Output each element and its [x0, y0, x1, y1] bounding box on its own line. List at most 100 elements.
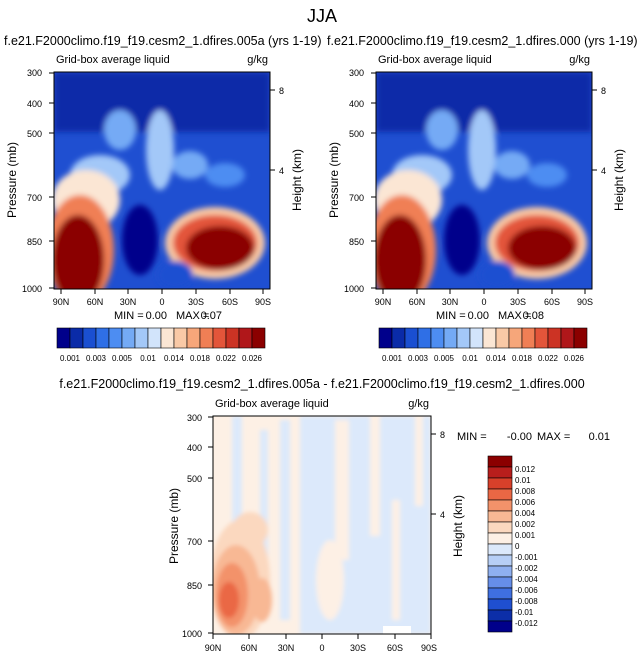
colorbar-swatch: [487, 488, 513, 501]
panel-3-colorbar: [487, 455, 513, 633]
panel-3-max-label: MAX =: [537, 431, 570, 443]
colorbar-swatch: [487, 455, 513, 468]
colorbar-label: -0.006: [515, 586, 538, 595]
panel-1-max-value: 0.07: [201, 310, 222, 322]
x-tick-label: 90S: [255, 297, 271, 307]
y-tick-label: 700: [349, 193, 364, 203]
colorbar-label: 0.005: [112, 354, 133, 363]
colorbar-swatch: [495, 327, 510, 349]
colorbar-swatch: [487, 598, 513, 611]
colorbar-swatch: [547, 327, 562, 349]
colorbar-label: 0: [515, 542, 520, 551]
panel-3-colorbar-labels: 0.012 0.01 0.008 0.006 0.004 0.002 0.001…: [515, 465, 538, 628]
x-tick-label: 90N: [375, 297, 392, 307]
x-tick-label: 0: [481, 297, 486, 307]
x-tick-label: 90N: [53, 297, 70, 307]
colorbar-swatch: [378, 327, 393, 349]
y-tick-label: 300: [187, 413, 202, 423]
colorbar-label: 0.01: [462, 354, 478, 363]
x-tick-label: 30N: [120, 297, 137, 307]
colorbar-swatch: [391, 327, 406, 349]
colorbar-swatch: [69, 327, 84, 349]
panel-2-min-label: MIN =: [436, 310, 466, 322]
colorbar-label: 0.018: [190, 354, 211, 363]
x-tick-label: 30S: [510, 297, 526, 307]
panel-1-units: g/kg: [247, 54, 268, 66]
colorbar-swatch: [147, 327, 162, 349]
x-tick-label: 60S: [387, 643, 403, 653]
colorbar-swatch: [508, 327, 523, 349]
colorbar-swatch: [56, 327, 71, 349]
colorbar-swatch: [251, 327, 266, 349]
x-tick-label: 0: [159, 297, 164, 307]
colorbar-label: 0.022: [538, 354, 559, 363]
colorbar-swatch: [487, 554, 513, 567]
page-title: JJA: [307, 6, 337, 26]
panel-2-y-ticks: 300 400 500 700 850 1000: [344, 68, 364, 294]
colorbar-swatch: [534, 327, 549, 349]
y-right-tick-label: 8: [440, 430, 445, 440]
panel-3-x-ticks: 90N 60N 30N 0 30S 60S 90S: [205, 643, 437, 653]
x-tick-label: 60S: [544, 297, 560, 307]
colorbar-label: 0.003: [86, 354, 107, 363]
panel-3-min-label: MIN =: [457, 431, 487, 443]
y-right-tick-label: 4: [601, 166, 606, 176]
colorbar-label: -0.008: [515, 597, 538, 606]
colorbar-label: 0.004: [515, 509, 536, 518]
colorbar-label: 0.026: [242, 354, 263, 363]
x-tick-label: 30N: [278, 643, 295, 653]
colorbar-swatch: [487, 510, 513, 523]
colorbar-swatch: [417, 327, 432, 349]
y-tick-label: 700: [187, 537, 202, 547]
panel-1-colorbar: [56, 327, 266, 349]
colorbar-label: -0.002: [515, 564, 538, 573]
y-tick-label: 1000: [182, 629, 202, 639]
colorbar-swatch: [186, 327, 201, 349]
colorbar-swatch: [560, 327, 575, 349]
x-tick-label: 30S: [350, 643, 366, 653]
colorbar-label: 0.022: [216, 354, 237, 363]
y-right-tick-label: 4: [279, 166, 284, 176]
y-tick-label: 400: [187, 443, 202, 453]
panel-3-y-right-label: Height (km): [451, 495, 465, 557]
colorbar-swatch: [108, 327, 123, 349]
colorbar-swatch: [487, 620, 513, 633]
panel-3-contour-field: [213, 416, 431, 634]
panel-2-colorbar: [378, 327, 588, 349]
colorbar-swatch: [430, 327, 445, 349]
panel-3-left-label: Grid-box average liquid: [215, 398, 329, 410]
colorbar-label: 0.006: [515, 498, 536, 507]
panel-3-min-value: -0.00: [507, 431, 532, 443]
panel-2-colorbar-labels: 0.001 0.003 0.005 0.01 0.014 0.018 0.022…: [382, 354, 585, 363]
colorbar-label: 0.001: [382, 354, 403, 363]
colorbar-label: 0.018: [512, 354, 533, 363]
panel-3-max-value: 0.01: [589, 431, 610, 443]
panel-2-contour-field: [376, 72, 592, 289]
panel-2-max-value: 0.08: [523, 310, 544, 322]
y-tick-label: 700: [27, 193, 42, 203]
colorbar-swatch: [487, 532, 513, 545]
panel-2-units: g/kg: [569, 54, 590, 66]
colorbar-label: 0.001: [60, 354, 81, 363]
panel-3-y-ticks: 300 400 500 700 850 1000: [182, 413, 202, 639]
colorbar-label: -0.012: [515, 619, 538, 628]
panel-1-colorbar-labels: 0.001 0.003 0.005 0.01 0.014 0.018 0.022…: [60, 354, 263, 363]
y-tick-label: 850: [187, 581, 202, 591]
panel-1-left-label: Grid-box average liquid: [56, 54, 170, 66]
colorbar-swatch: [443, 327, 458, 349]
y-tick-label: 400: [27, 99, 42, 109]
x-tick-label: 90S: [577, 297, 593, 307]
colorbar-swatch: [487, 477, 513, 490]
colorbar-swatch: [487, 609, 513, 622]
colorbar-label: 0.014: [486, 354, 507, 363]
colorbar-swatch: [95, 327, 110, 349]
y-tick-label: 400: [349, 99, 364, 109]
y-tick-label: 500: [27, 129, 42, 139]
panel-2-y-axis-label: Pressure (mb): [327, 142, 341, 218]
x-tick-label: 90S: [421, 643, 437, 653]
x-tick-label: 0: [319, 643, 324, 653]
colorbar-label: -0.001: [515, 553, 538, 562]
colorbar-label: 0.001: [515, 531, 536, 540]
panel-1-x-ticks: 90N 60N 30N 0 30S 60S 90S: [53, 297, 271, 307]
